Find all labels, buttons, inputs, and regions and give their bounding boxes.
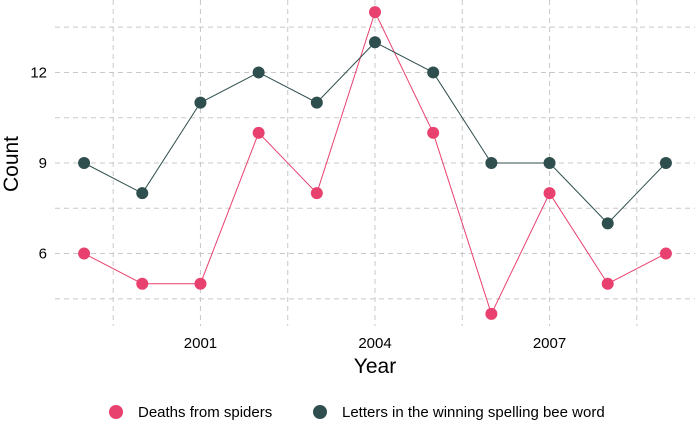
data-point bbox=[427, 66, 440, 79]
data-point bbox=[427, 126, 440, 139]
data-point bbox=[601, 217, 614, 230]
y-tick-labels: 6 9 12 bbox=[30, 64, 47, 262]
legend: Deaths from spiders Letters in the winnin… bbox=[109, 404, 605, 421]
legend-key bbox=[109, 405, 123, 419]
data-point bbox=[485, 157, 498, 169]
x-tick-label: 2007 bbox=[533, 335, 566, 352]
data-point bbox=[659, 247, 672, 260]
y-tick-label: 12 bbox=[30, 64, 47, 81]
x-tick-label: 2001 bbox=[184, 335, 217, 352]
data-point bbox=[194, 96, 207, 109]
data-point bbox=[543, 187, 556, 200]
data-point bbox=[194, 277, 207, 290]
y-tick-label: 6 bbox=[39, 246, 47, 263]
series-2 bbox=[78, 36, 672, 230]
x-axis-title: Year bbox=[354, 355, 396, 378]
data-point bbox=[136, 277, 149, 290]
legend-label: Letters in the winning spelling bee word bbox=[342, 404, 605, 421]
data-point bbox=[485, 307, 498, 320]
data-point bbox=[659, 157, 672, 169]
data-point bbox=[136, 187, 149, 200]
data-point bbox=[369, 36, 381, 49]
y-tick-label: 9 bbox=[39, 155, 47, 172]
legend-key bbox=[313, 405, 327, 419]
x-tick-label: 2004 bbox=[358, 335, 391, 352]
data-point bbox=[78, 247, 91, 260]
data-point bbox=[252, 66, 265, 79]
series-layer bbox=[78, 6, 672, 320]
data-point bbox=[369, 6, 381, 19]
grid bbox=[55, 0, 695, 326]
x-tick-labels: 2001 2004 2007 bbox=[184, 335, 566, 352]
data-point bbox=[310, 96, 323, 109]
data-point bbox=[601, 277, 614, 290]
data-point bbox=[543, 157, 556, 169]
data-point bbox=[78, 157, 91, 169]
series-line bbox=[83, 41, 667, 225]
series-1 bbox=[78, 6, 672, 320]
data-point bbox=[310, 187, 323, 200]
legend-label: Deaths from spiders bbox=[138, 404, 272, 421]
y-axis-title: Count bbox=[0, 136, 23, 192]
data-point bbox=[252, 126, 265, 139]
